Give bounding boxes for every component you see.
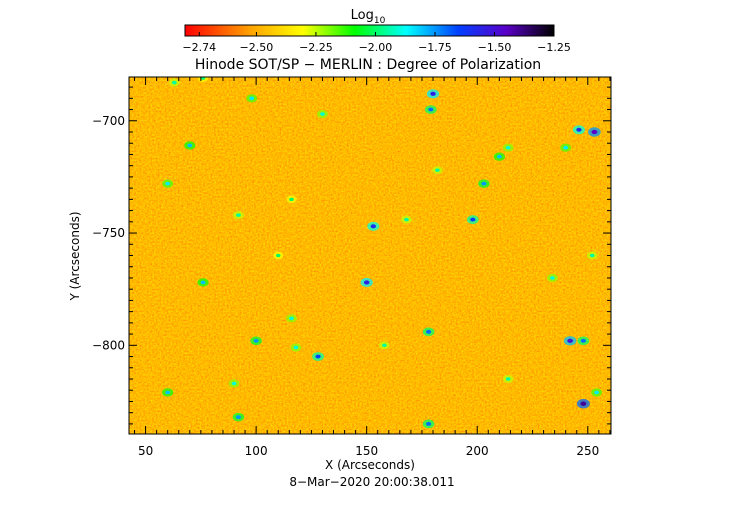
feature-core xyxy=(289,316,294,321)
colorbar-tick-label: −1.25 xyxy=(537,41,571,54)
feature-core xyxy=(276,253,281,258)
feature-core xyxy=(370,224,377,229)
feature-core xyxy=(187,143,193,148)
colorbar-tick-label: −2.50 xyxy=(240,41,274,54)
x-tick-label: 150 xyxy=(355,444,378,458)
chart-title: Hinode SOT/SP − MERLIN : Degree of Polar… xyxy=(195,57,541,73)
y-tick-label: −800 xyxy=(92,338,125,352)
feature-core xyxy=(289,197,294,202)
x-tick-label: 250 xyxy=(576,444,599,458)
feature-core xyxy=(563,145,569,150)
colorbar-tick-label: −1.50 xyxy=(478,41,512,54)
y-tick-label: −750 xyxy=(92,226,125,240)
colorbar-tick-label: −2.25 xyxy=(299,41,333,54)
feature-core xyxy=(200,77,206,80)
feature-core xyxy=(591,129,598,135)
feature-core xyxy=(165,181,171,186)
x-axis-label: X (Arcseconds) xyxy=(325,458,415,472)
heatmap-texture xyxy=(129,77,611,434)
feature-core xyxy=(293,345,299,350)
feature-core xyxy=(404,217,409,222)
x-axis-ticks: 50 100 150 200 250 xyxy=(134,77,611,458)
colorbar-label: Log10 xyxy=(351,8,386,26)
x-tick-label: 200 xyxy=(466,444,489,458)
feature-core xyxy=(320,112,325,116)
x-tick-label: 50 xyxy=(138,444,153,458)
plot-area xyxy=(128,76,612,435)
x-tick-label: 100 xyxy=(245,444,268,458)
feature-core xyxy=(505,377,511,381)
feature-core xyxy=(435,168,440,172)
feature-core xyxy=(249,96,255,101)
colorbar-tick-label: −1.75 xyxy=(418,41,452,54)
feature-core xyxy=(576,127,582,132)
feature-core xyxy=(253,338,259,343)
feature-core xyxy=(496,154,502,159)
feature-core xyxy=(567,338,573,343)
feature-core xyxy=(550,276,555,280)
feature-core xyxy=(315,354,321,359)
feature-core xyxy=(165,390,171,395)
feature-core xyxy=(426,329,432,334)
feature-core xyxy=(200,280,206,285)
colorbar-tick-label: −2.74 xyxy=(182,41,216,54)
feature-core xyxy=(505,145,511,150)
colorbar-tick-label: −2.00 xyxy=(359,41,393,54)
feature-core xyxy=(382,343,387,348)
feature-core xyxy=(231,381,237,386)
feature-core xyxy=(481,181,487,186)
observation-date: 8−Mar−2020 20:00:38.011 xyxy=(289,475,454,489)
y-tick-label: −700 xyxy=(92,114,125,128)
colorbar xyxy=(184,24,555,37)
feature-core xyxy=(470,217,476,222)
y-axis-ticks: −700 −750 −800 xyxy=(92,86,611,425)
feature-core xyxy=(580,401,587,406)
feature-core xyxy=(426,421,432,426)
feature-core xyxy=(428,107,434,112)
feature-core xyxy=(172,80,177,85)
feature-core xyxy=(594,390,600,395)
y-axis-label: Y (Arcseconds) xyxy=(68,211,82,301)
colorbar-ticks: −2.74 −2.50 −2.25 −2.00 −1.75 −1.50 −1.25 xyxy=(182,32,571,54)
polarization-features xyxy=(162,77,603,429)
feature-core xyxy=(430,91,436,96)
feature-core xyxy=(589,253,595,258)
feature-core xyxy=(235,415,241,420)
feature-core xyxy=(236,213,241,217)
feature-core xyxy=(580,338,586,343)
feature-core xyxy=(363,280,370,285)
